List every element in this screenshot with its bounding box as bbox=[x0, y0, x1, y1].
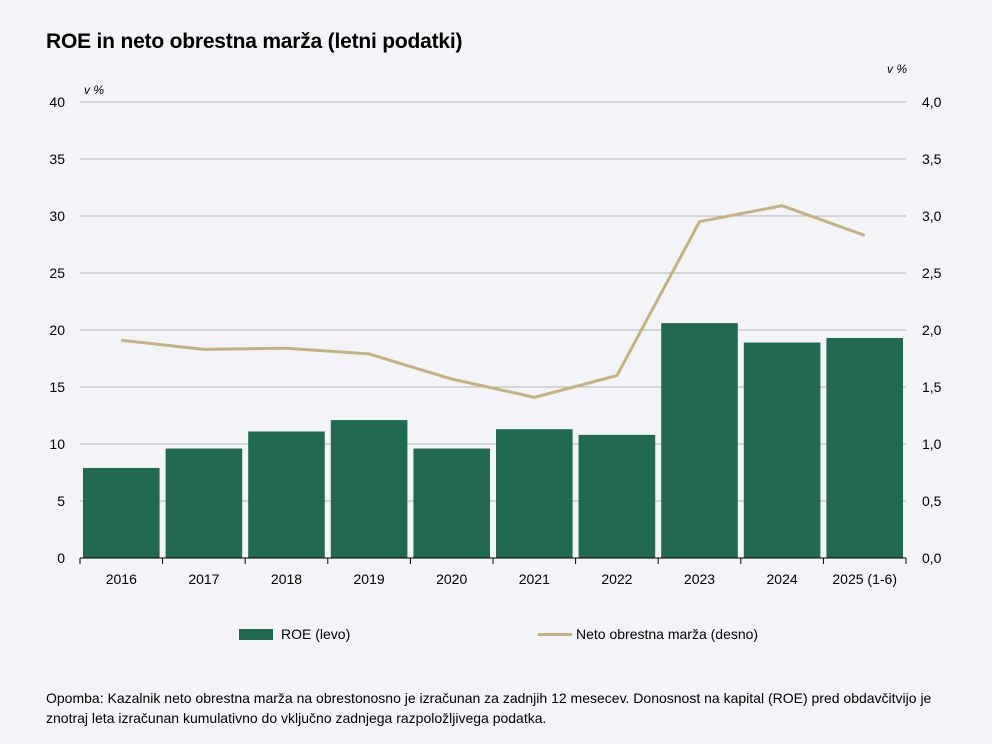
y-right-tick-label: 0,5 bbox=[922, 493, 942, 509]
x-tick-label: 2020 bbox=[436, 571, 467, 587]
bar-roe bbox=[165, 448, 243, 558]
y-right-tick-label: 2,5 bbox=[922, 265, 942, 281]
bar-roe bbox=[743, 342, 821, 558]
x-tick-label: 2017 bbox=[188, 571, 219, 587]
y-left-unit-label: v % bbox=[84, 83, 104, 97]
y-left-tick-label: 35 bbox=[49, 151, 65, 167]
x-tick-label: 2021 bbox=[519, 571, 550, 587]
y-left-tick-label: 30 bbox=[49, 208, 65, 224]
y-left-tick-label: 40 bbox=[49, 94, 65, 110]
legend-swatch-roe bbox=[239, 628, 273, 640]
y-right-tick-label: 0,0 bbox=[922, 550, 942, 566]
y-right-tick-label: 3,5 bbox=[922, 151, 942, 167]
y-left-tick-label: 0 bbox=[57, 550, 65, 566]
y-right-unit-label: v % bbox=[887, 62, 907, 76]
y-right-tick-label: 2,0 bbox=[922, 322, 942, 338]
x-tick-label: 2016 bbox=[106, 571, 137, 587]
x-tick-label: 2022 bbox=[601, 571, 632, 587]
bar-roe bbox=[330, 420, 408, 558]
legend-item-nim: Neto obrestna marža (desno) bbox=[538, 626, 758, 642]
chart-area: 0 5 10 15 20 25 30 35 40 0,0 0,5 1,0 1,5 2,0 2,5 3,0 3,5… bbox=[49, 62, 942, 587]
y-right-tick-label: 3,0 bbox=[922, 208, 942, 224]
bar-roe bbox=[661, 323, 738, 558]
y-left-tick-label: 10 bbox=[49, 436, 65, 452]
bar-roe bbox=[826, 337, 903, 558]
x-tick-label: 2018 bbox=[271, 571, 302, 587]
x-tick-label: 2019 bbox=[354, 571, 385, 587]
y-left-tick-label: 25 bbox=[49, 265, 65, 281]
legend-label-roe: ROE (levo) bbox=[281, 626, 351, 642]
legend-swatch-nim bbox=[538, 632, 572, 636]
bar-roe bbox=[496, 429, 573, 558]
y-left-tick-label: 5 bbox=[57, 493, 65, 509]
line-neto-obrestna-marza bbox=[121, 204, 866, 399]
y-right-tick-label: 1,5 bbox=[922, 379, 942, 395]
chart-title: ROE in neto obrestna marža (letni podatk… bbox=[46, 30, 463, 53]
x-tick-label: 2024 bbox=[767, 571, 798, 587]
legend-label-nim: Neto obrestna marža (desno) bbox=[576, 626, 759, 642]
x-tick-label: 2025 (1-6) bbox=[832, 571, 897, 587]
bar-roe bbox=[248, 431, 325, 558]
bar-roe bbox=[578, 434, 656, 558]
bar-roe bbox=[83, 467, 160, 558]
y-left-tick-label: 15 bbox=[49, 379, 65, 395]
bar-roe bbox=[413, 448, 490, 558]
footnote: Opomba: Kazalnik neto obrestna marža na … bbox=[46, 690, 932, 726]
legend-item-roe: ROE (levo) bbox=[239, 626, 350, 642]
y-right-tick-label: 1,0 bbox=[922, 436, 942, 452]
y-right-tick-label: 4,0 bbox=[922, 94, 942, 110]
y-left-tick-label: 20 bbox=[49, 322, 65, 338]
x-tick-label: 2023 bbox=[684, 571, 715, 587]
